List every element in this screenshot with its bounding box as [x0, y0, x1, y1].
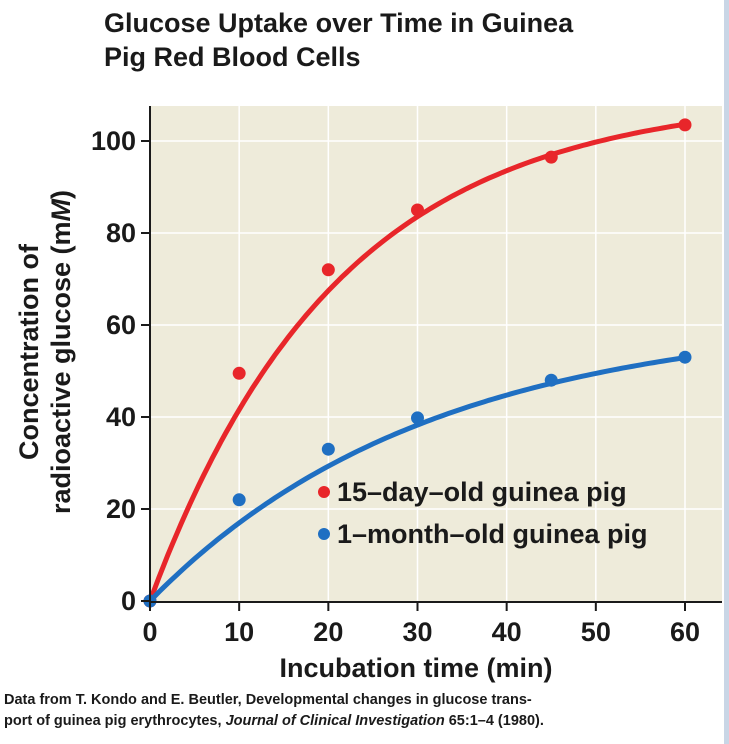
x-tick-label-0: 0 — [142, 617, 157, 647]
y-axis-label-close: ) — [46, 190, 76, 199]
series-line-1 — [147, 355, 688, 604]
data-point-s1-10 — [232, 493, 246, 507]
x-tick-label-50: 50 — [581, 617, 611, 647]
legend: 15–day–old guinea pig 1–month–old guinea… — [318, 477, 648, 549]
data-point-s1-45 — [544, 373, 558, 387]
chart-area: 0 20 40 60 80 100 0 10 20 30 40 50 60 Incubation tim… — [14, 106, 722, 683]
source-line-1: Data from T. Kondo and E. Beutler, Devel… — [4, 692, 532, 708]
series-points — [143, 118, 692, 608]
gridlines — [150, 106, 722, 602]
y-tick-label-20: 20 — [106, 494, 136, 524]
series-line-0 — [147, 121, 688, 604]
y-axis-label-line-1: Concentration of — [14, 243, 44, 460]
y-tick-label-100: 100 — [91, 126, 136, 156]
y-tick-label-80: 80 — [106, 218, 136, 248]
x-axis-label: Incubation time (min) — [280, 653, 553, 683]
x-tick-label-60: 60 — [670, 617, 700, 647]
axes — [141, 106, 722, 611]
journal-name: Journal of Clinical Investigation — [225, 713, 445, 729]
tick-labels: 0 20 40 60 80 100 0 10 20 30 40 50 60 — [91, 126, 700, 647]
x-tick-label-30: 30 — [402, 617, 432, 647]
source-line-2-prefix: port of guinea pig erythrocytes, — [4, 713, 226, 729]
series-curves — [147, 121, 688, 604]
source-line-2: port of guinea pig erythrocytes, Journal… — [4, 711, 728, 732]
y-axis-label-unit-italic: M — [46, 198, 76, 221]
x-tick-label-40: 40 — [492, 617, 522, 647]
x-tick-label-10: 10 — [224, 617, 254, 647]
chart-title-line-1: Glucose Uptake over Time in Guinea — [104, 8, 574, 38]
y-tick-label-0: 0 — [121, 586, 136, 616]
source-line-2-suffix: 65:1–4 (1980). — [444, 713, 544, 729]
y-axis-label-line-2-main: radioactive glucose (m — [46, 221, 76, 514]
data-point-s0-60 — [678, 118, 692, 132]
y-tick-label-40: 40 — [106, 402, 136, 432]
legend-label-1-month: 1–month–old guinea pig — [337, 519, 648, 549]
source-citation: Data from T. Kondo and E. Beutler, Devel… — [4, 690, 728, 732]
chart-title: Glucose Uptake over Time in Guinea Pig R… — [104, 6, 704, 74]
data-point-s0-30 — [411, 203, 424, 217]
data-point-s0-10 — [232, 366, 246, 380]
data-point-s0-45 — [544, 150, 558, 164]
y-tick-label-60: 60 — [106, 310, 136, 340]
y-axis-label: Concentration of radioactive glucose (mM… — [14, 190, 76, 514]
data-point-s1-30 — [411, 411, 424, 425]
legend-marker-1-month — [318, 528, 330, 540]
data-point-s1-20 — [321, 442, 335, 456]
legend-label-15-day: 15–day–old guinea pig — [337, 477, 627, 507]
chart-title-line-2: Pig Red Blood Cells — [104, 42, 361, 72]
data-point-s1-60 — [678, 350, 692, 364]
y-axis-label-line-2: radioactive glucose (mM) — [46, 190, 76, 514]
x-tick-label-20: 20 — [313, 617, 343, 647]
window-edge — [724, 0, 729, 744]
legend-marker-15-day — [318, 486, 330, 498]
data-point-s0-20 — [321, 263, 335, 277]
